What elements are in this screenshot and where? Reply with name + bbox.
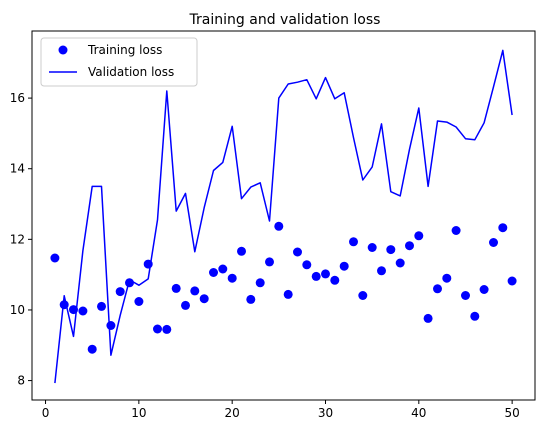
training-loss-point — [507, 276, 517, 286]
training-loss-point — [330, 275, 340, 285]
training-loss-point — [489, 238, 498, 247]
chart-title: Training and validation loss — [189, 12, 381, 28]
training-loss-point — [115, 287, 125, 297]
training-loss-point — [106, 321, 116, 330]
y-tick-label: 16 — [10, 91, 25, 105]
training-loss-point — [423, 313, 433, 323]
y-tick-label: 14 — [10, 162, 25, 176]
plot-area — [50, 49, 517, 384]
training-loss-point — [218, 264, 228, 274]
training-loss-point — [377, 266, 386, 276]
training-loss-point — [479, 285, 489, 294]
training-loss-point — [461, 291, 470, 300]
x-tick-label: 40 — [411, 406, 426, 420]
training-loss-point — [59, 300, 69, 310]
training-loss-point — [199, 294, 209, 304]
training-loss-point — [162, 324, 172, 334]
training-loss-point — [246, 294, 256, 304]
training-loss-point — [414, 231, 424, 241]
training-loss-point — [190, 286, 200, 296]
training-loss-point — [470, 311, 480, 321]
training-loss-point — [405, 241, 414, 251]
training-loss-point — [153, 324, 162, 334]
training-loss-point — [125, 278, 134, 288]
legend-marker-training — [58, 45, 68, 55]
x-tick-label: 10 — [131, 406, 146, 420]
y-tick-label: 8 — [17, 374, 25, 388]
legend-label-validation: Validation loss — [88, 65, 174, 79]
y-tick-label: 12 — [10, 232, 25, 246]
training-loss-point — [386, 245, 396, 255]
x-tick-label: 20 — [225, 406, 240, 420]
training-loss-point — [283, 289, 293, 299]
training-loss-point — [302, 260, 312, 270]
training-loss-point — [97, 301, 106, 311]
training-loss-point — [209, 268, 218, 277]
training-loss-point — [311, 271, 321, 281]
training-loss-point — [255, 278, 265, 288]
training-loss-point — [442, 273, 452, 283]
training-loss-point — [293, 247, 302, 257]
x-tick-label: 50 — [504, 406, 519, 420]
y-tick-label: 10 — [10, 303, 25, 317]
axes-frame — [31, 30, 536, 401]
training-loss-point — [78, 306, 88, 316]
training-loss-point — [143, 259, 153, 269]
training-loss-point — [498, 223, 508, 233]
training-loss-point — [274, 221, 284, 231]
training-loss-point — [227, 273, 237, 283]
training-loss-point — [237, 246, 246, 256]
training-loss-point — [50, 253, 60, 263]
legend: Training loss Validation loss — [40, 37, 198, 87]
training-loss-point — [69, 305, 78, 315]
x-tick-label: 30 — [318, 406, 333, 420]
training-loss-point — [181, 300, 190, 310]
x-tick-label: 0 — [42, 406, 50, 420]
training-loss-point — [87, 344, 97, 354]
training-loss-point — [339, 261, 349, 271]
training-loss-point — [265, 257, 274, 267]
legend-box — [40, 37, 198, 87]
training-loss-point — [451, 226, 461, 235]
training-loss-point — [171, 283, 181, 293]
training-loss-point — [367, 243, 377, 252]
training-loss-point — [395, 258, 405, 268]
training-loss-point — [349, 237, 358, 247]
training-loss-point — [134, 297, 144, 306]
training-loss-point — [321, 269, 330, 279]
training-loss-point — [358, 291, 368, 300]
axis-ticks: 0 10 20 30 40 50 8 10 12 14 16 — [10, 91, 520, 420]
legend-label-training: Training loss — [87, 43, 162, 57]
training-loss-point — [433, 284, 442, 294]
